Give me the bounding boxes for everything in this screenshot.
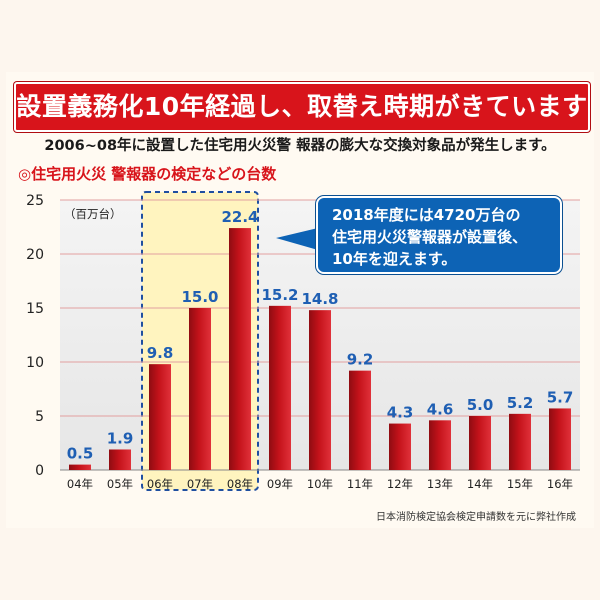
bar (189, 308, 211, 470)
callout-pointer (276, 228, 318, 250)
y-tick-label: 0 (35, 463, 44, 479)
chart-title: ◎住宅用火災 警報器の検定などの台数 (18, 165, 277, 183)
x-tick-label: 13年 (427, 477, 453, 491)
bar (429, 420, 451, 470)
callout-line-1: 2018年度には4720万台の (332, 206, 521, 224)
callout-line-3: 10年を迎えます。 (332, 250, 457, 268)
x-tick-label: 09年 (267, 477, 293, 491)
bar-value-label: 9.2 (347, 351, 374, 369)
x-tick-label: 15年 (507, 477, 533, 491)
bar-value-label: 22.4 (221, 208, 258, 226)
bar-value-label: 0.5 (67, 445, 94, 463)
x-tick-label: 07年 (187, 477, 213, 491)
bar (269, 305, 291, 470)
x-tick-label: 08年 (227, 477, 253, 491)
y-tick-label: 25 (26, 193, 44, 209)
x-tick-label: 16年 (547, 477, 573, 491)
x-tick-label: 06年 (147, 477, 173, 491)
bar-value-label: 4.6 (427, 400, 454, 418)
x-tick-label: 05年 (107, 477, 133, 491)
source-note: 日本消防検定協会検定申請数を元に弊社作成 (376, 512, 576, 523)
bar (229, 228, 251, 470)
bar-value-label: 5.7 (547, 388, 574, 406)
bar-value-label: 14.8 (301, 290, 338, 308)
x-tick-label: 04年 (67, 477, 93, 491)
bar-value-label: 5.0 (467, 396, 494, 414)
bar (349, 370, 371, 470)
x-tick-label: 10年 (307, 477, 333, 491)
bar (389, 423, 411, 470)
y-axis-label: （百万台） (64, 207, 122, 221)
y-tick-label: 10 (26, 355, 44, 371)
bar (69, 464, 91, 470)
x-tick-label: 14年 (467, 477, 493, 491)
bar (469, 416, 491, 470)
headline-banner: 設置義務化10年経過し、取替え時期がきています (14, 82, 590, 132)
bar (509, 413, 531, 470)
bar-value-label: 15.0 (181, 288, 218, 306)
bar (549, 408, 571, 470)
bar-value-label: 15.2 (261, 286, 298, 304)
x-tick-label: 12年 (387, 477, 413, 491)
y-tick-label: 15 (26, 301, 44, 317)
x-tick-label: 11年 (347, 477, 373, 491)
bar-value-label: 9.8 (147, 344, 174, 362)
callout-line-2: 住宅用火災警報器が設置後、 (332, 228, 528, 246)
y-tick-label: 20 (26, 247, 44, 263)
bar (109, 449, 131, 470)
bar (149, 364, 171, 470)
callout-box: 2018年度には4720万台の 住宅用火災警報器が設置後、 10年を迎えます。 (316, 196, 562, 274)
bar-value-label: 5.2 (507, 394, 534, 412)
y-tick-label: 5 (35, 409, 44, 425)
bar (309, 310, 331, 470)
subheadline: 2006~08年に設置した住宅用火災警 報器の膨大な交換対象品が発生します。 (44, 138, 556, 154)
bar-value-label: 1.9 (107, 429, 134, 447)
bar-value-label: 4.3 (387, 404, 414, 422)
